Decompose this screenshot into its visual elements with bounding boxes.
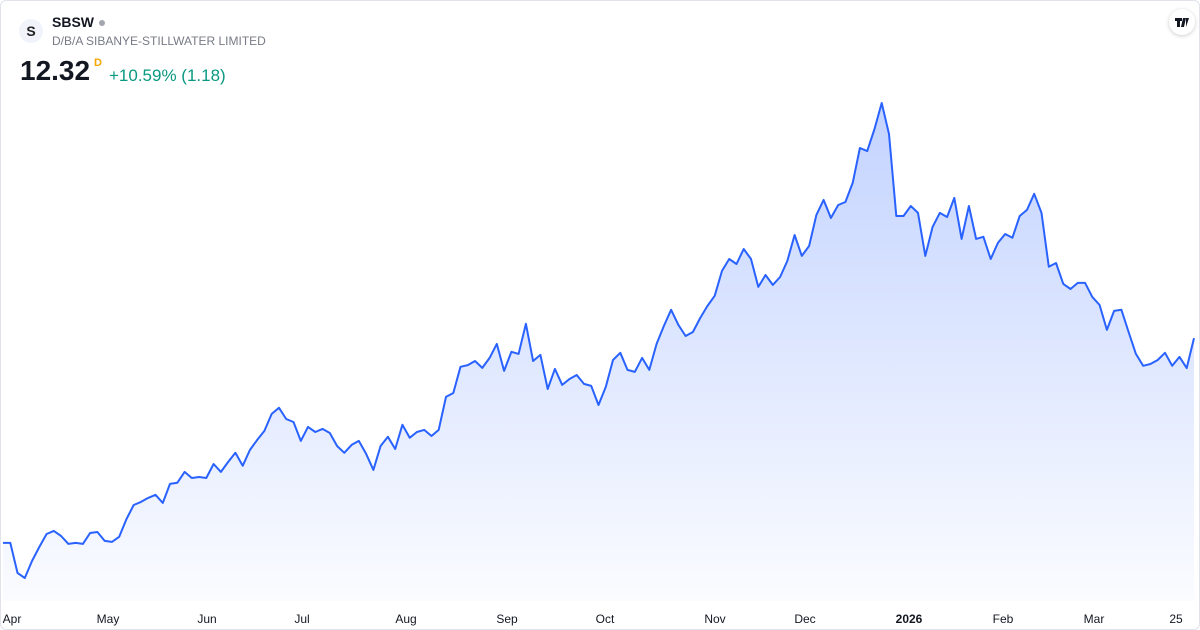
tv-logo[interactable] xyxy=(1169,9,1195,35)
x-label: Apr xyxy=(3,612,22,626)
logo: S xyxy=(19,19,43,43)
x-label: Jul xyxy=(294,612,309,626)
x-label: Dec xyxy=(794,612,815,626)
price-flag: D xyxy=(94,57,102,69)
status-dot xyxy=(99,20,105,27)
x-label: Feb xyxy=(993,612,1014,626)
price-line xyxy=(3,102,1195,579)
tv-icon xyxy=(1175,18,1189,27)
x-label: Mar xyxy=(1084,612,1105,626)
company: D/B/A SIBANYE-STILLWATER LIMITED xyxy=(52,34,266,48)
x-label: Oct xyxy=(596,612,615,626)
symbol[interactable]: SBSW xyxy=(52,14,105,30)
x-label: May xyxy=(97,612,120,626)
symbol-text[interactable]: SBSW xyxy=(52,14,94,30)
x-label: Sep xyxy=(496,612,518,626)
x-label: Aug xyxy=(395,612,416,626)
x-label: Jun xyxy=(197,612,216,626)
area-fill xyxy=(3,103,1194,601)
price: 12.32 xyxy=(20,55,91,86)
x-label: Nov xyxy=(704,612,725,626)
change: +10.59% (1.18) xyxy=(109,66,226,85)
x-label: 25 xyxy=(1169,612,1183,626)
x-label: 2026 xyxy=(896,612,923,626)
